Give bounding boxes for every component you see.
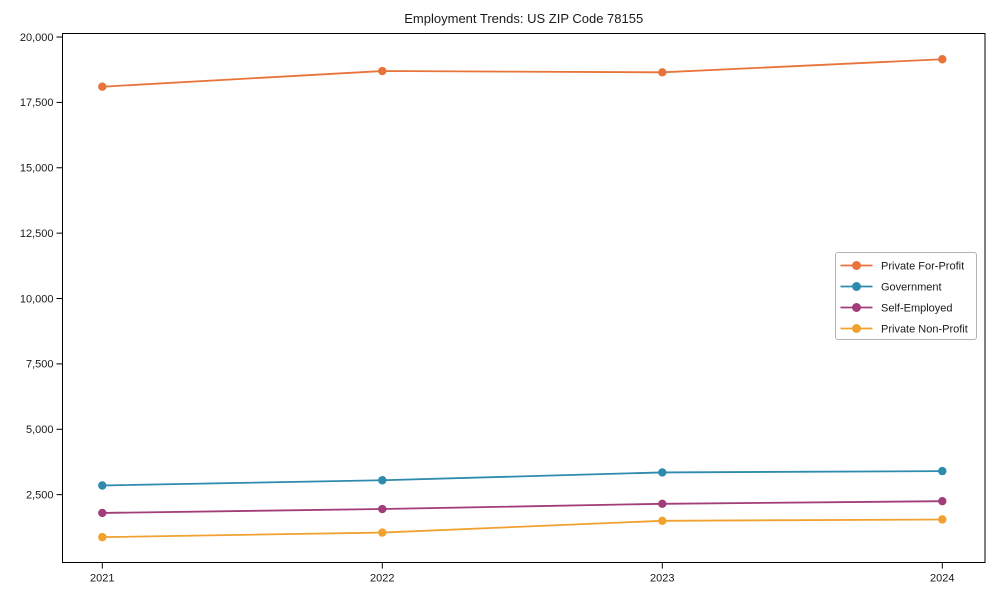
data-point (378, 476, 387, 485)
legend-label: Private For-Profit (881, 261, 964, 273)
y-tick-label: 15,000 (20, 163, 54, 175)
legend-marker (852, 324, 861, 333)
data-point (378, 66, 387, 76)
data-point (98, 532, 107, 542)
legend-label: Government (881, 282, 942, 294)
series-line-government (102, 470, 943, 487)
series-lines (98, 55, 947, 542)
legend-label: Private Non-Profit (881, 324, 968, 336)
data-point (938, 515, 947, 524)
y-tick-label: 5,000 (26, 424, 54, 436)
y-tick-label: 2,500 (26, 489, 54, 501)
data-point (378, 504, 387, 514)
y-axis: 2,500 5,000 7,500 10,000 12,500 15,000 17,500 2… (20, 32, 63, 501)
data-point (938, 496, 947, 506)
y-tick-label: 7,500 (26, 359, 54, 371)
y-tick-label: 20,000 (20, 32, 54, 44)
series-line-private-for-profit (102, 58, 943, 88)
data-point (658, 468, 667, 477)
y-tick-label: 12,500 (20, 228, 54, 240)
data-point (938, 466, 947, 476)
legend-marker (852, 303, 861, 312)
series-line-private-non-profit (102, 518, 943, 539)
y-tick-label: 17,500 (20, 97, 54, 109)
data-point (658, 516, 667, 525)
x-tick-label: 2023 (650, 573, 674, 585)
x-tick-label: 2022 (370, 573, 394, 585)
x-tick-label: 2021 (90, 573, 114, 585)
data-point (98, 508, 107, 518)
data-point (378, 528, 387, 537)
legend-marker (852, 282, 861, 291)
legend-label: Self-Employed (881, 303, 953, 315)
x-axis: 2021 2022 2023 2024 (90, 562, 955, 585)
data-point (98, 82, 107, 91)
data-point (938, 55, 947, 64)
data-point (658, 499, 667, 508)
series-line-self-employed (102, 500, 943, 514)
plot-border (62, 33, 986, 563)
data-point (658, 68, 667, 77)
y-tick-label: 10,000 (20, 293, 54, 305)
legend: Private For-Profit Government Self-Employe… (835, 252, 977, 340)
chart-title: Employment Trends: US ZIP Code 78155 (404, 11, 643, 26)
data-point (98, 481, 107, 490)
legend-box (835, 252, 977, 340)
x-tick-label: 2024 (930, 573, 954, 585)
legend-marker (852, 261, 861, 270)
